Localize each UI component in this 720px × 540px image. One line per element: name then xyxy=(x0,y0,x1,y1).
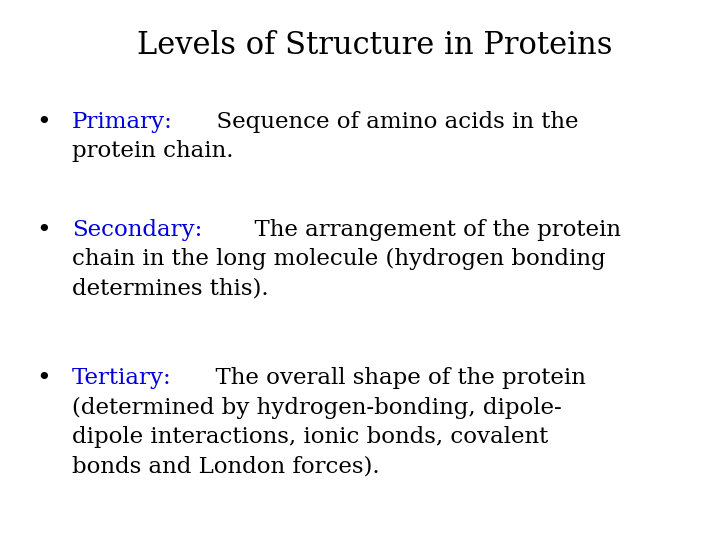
Text: •: • xyxy=(36,111,50,134)
Text: Primary:: Primary: xyxy=(72,111,173,133)
Text: Secondary:: Secondary: xyxy=(72,219,202,241)
Text: determines this).: determines this). xyxy=(72,278,269,300)
Text: The overall shape of the protein: The overall shape of the protein xyxy=(201,367,585,389)
Text: dipole interactions, ionic bonds, covalent: dipole interactions, ionic bonds, covale… xyxy=(72,427,548,448)
Text: The arrangement of the protein: The arrangement of the protein xyxy=(240,219,621,241)
Text: protein chain.: protein chain. xyxy=(72,140,233,163)
Text: Sequence of amino acids in the: Sequence of amino acids in the xyxy=(202,111,579,133)
Text: •: • xyxy=(36,367,50,390)
Text: •: • xyxy=(36,219,50,242)
Text: chain in the long molecule (hydrogen bonding: chain in the long molecule (hydrogen bon… xyxy=(72,248,606,271)
Text: (determined by hydrogen-bonding, dipole-: (determined by hydrogen-bonding, dipole- xyxy=(72,397,562,419)
Text: Levels of Structure in Proteins: Levels of Structure in Proteins xyxy=(137,30,612,60)
Text: Tertiary:: Tertiary: xyxy=(72,367,172,389)
Text: bonds and London forces).: bonds and London forces). xyxy=(72,456,379,478)
